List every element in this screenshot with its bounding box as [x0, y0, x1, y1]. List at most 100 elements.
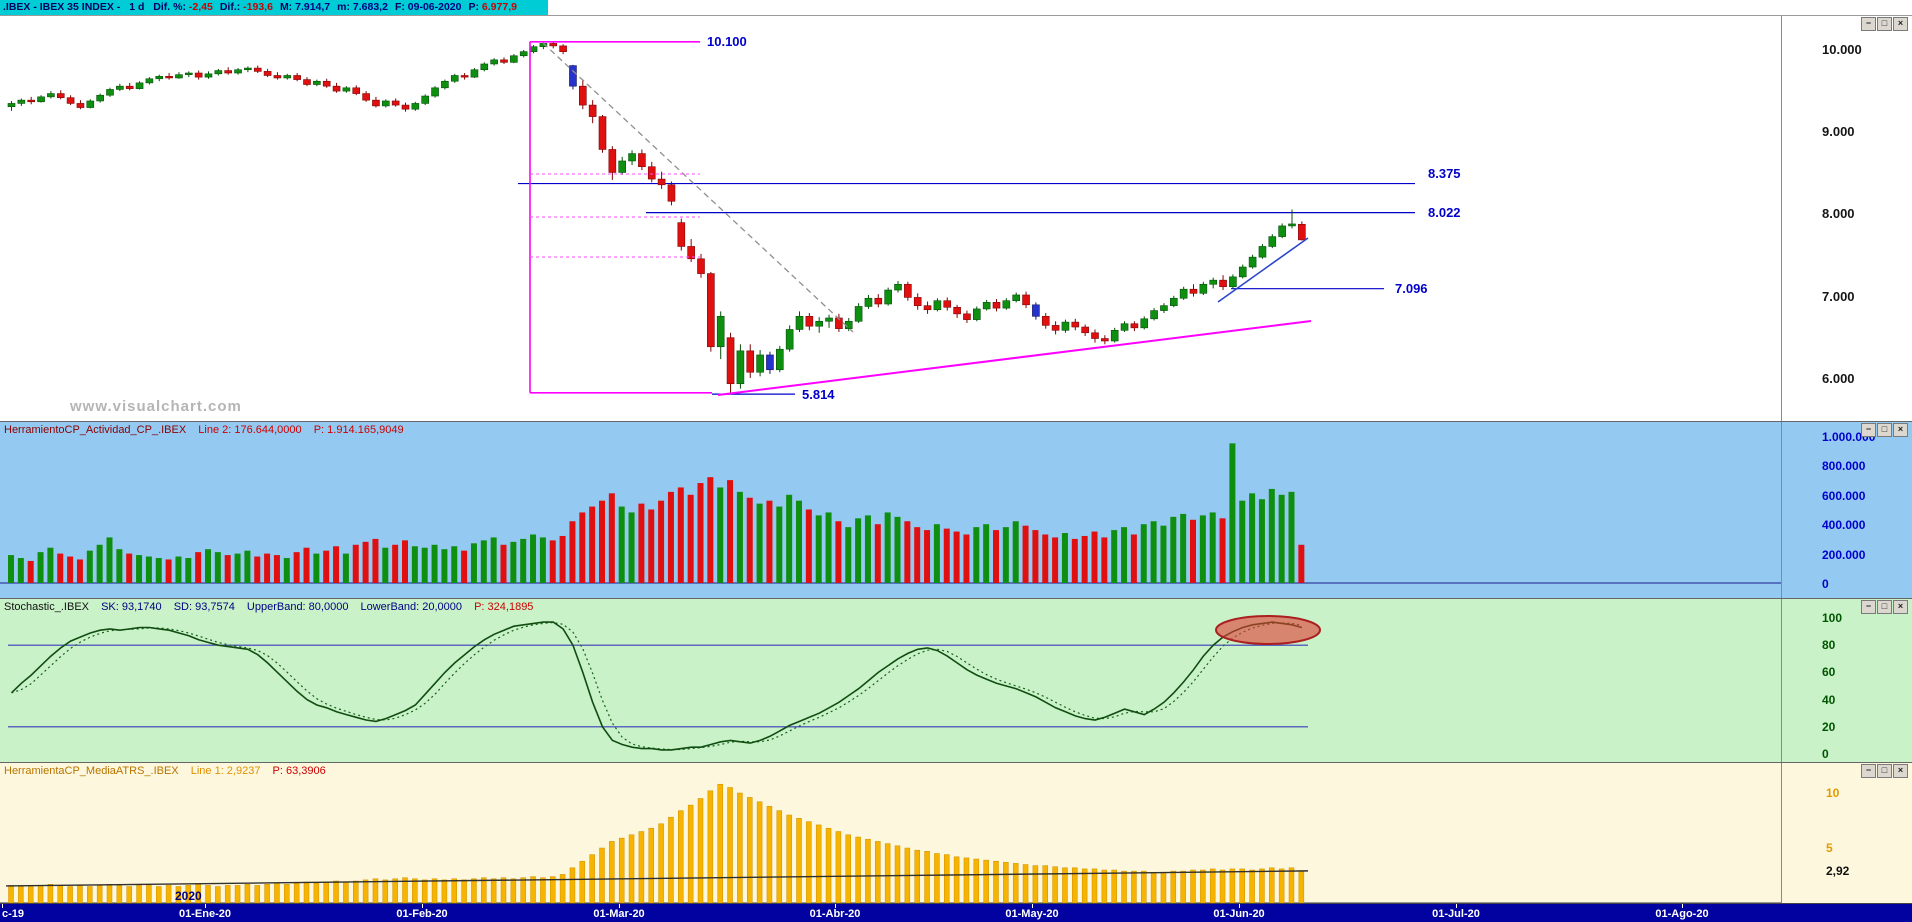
candle: [253, 67, 262, 72]
volume-bar: [924, 530, 931, 583]
maximize-button[interactable]: □: [1877, 17, 1892, 31]
candle: [116, 85, 124, 90]
level-price-label: 8.375: [1428, 166, 1461, 181]
atr-bar: [648, 827, 654, 903]
volume-bar: [914, 527, 921, 583]
candle: [647, 166, 656, 180]
volume-bar: [599, 500, 605, 583]
magenta-uptrend-line[interactable]: [717, 320, 1312, 396]
stochastic-chart-canvas[interactable]: [0, 599, 1781, 762]
time-axis-label: 01-Feb-20: [396, 908, 448, 920]
candle: [185, 72, 193, 75]
candle: [618, 160, 627, 173]
dashed-downtrend-line[interactable]: [542, 42, 854, 333]
price-axis-label: 10.000: [1822, 42, 1862, 57]
activity-p-value: P: 1.914.165,9049: [313, 424, 404, 436]
candle: [1061, 321, 1070, 331]
volume-bar: [303, 547, 310, 583]
time-axis[interactable]: c-19 01-Ene-20 01-Feb-20 01-Mar-20 01-Abr-20…: [0, 903, 1912, 922]
candle: [1130, 323, 1139, 329]
activity-chart-canvas[interactable]: [0, 422, 1781, 598]
stochastic-study-name: Stochastic_.IBEX: [4, 601, 89, 613]
close-button[interactable]: ×: [1893, 764, 1908, 778]
atr-bar: [1111, 869, 1117, 903]
atr-bar: [855, 836, 861, 903]
window-controls: − □ ×: [1861, 600, 1908, 614]
stochastic-axis-label: 0: [1822, 747, 1829, 761]
candle: [1278, 225, 1286, 237]
candle: [500, 59, 508, 63]
candle: [825, 317, 833, 322]
volume-bar: [520, 538, 527, 583]
candle: [628, 153, 636, 162]
candle: [1140, 318, 1149, 329]
atr-bar: [510, 878, 517, 903]
blue-uptrend-line[interactable]: [1217, 237, 1309, 303]
atr-bar: [628, 834, 635, 903]
volume-bar: [145, 556, 152, 583]
volume-bar: [530, 534, 537, 583]
volume-bar: [1022, 525, 1029, 583]
volume-bar: [559, 535, 566, 583]
candle: [421, 95, 430, 104]
time-tick: [2, 904, 3, 908]
candle: [519, 51, 528, 57]
volume-bar: [1239, 500, 1246, 583]
minimize-button[interactable]: −: [1861, 600, 1876, 614]
atr-bar: [451, 878, 457, 903]
volume-bar: [293, 552, 300, 583]
price-chart-canvas[interactable]: [0, 16, 1781, 421]
minimize-button[interactable]: −: [1861, 17, 1876, 31]
price-axis-label: 8.000: [1822, 206, 1855, 222]
red-ellipse-annotation[interactable]: [1215, 615, 1321, 645]
activity-axis-label: 800.000: [1822, 459, 1866, 474]
atr-bar: [254, 885, 260, 903]
candle: [204, 73, 213, 78]
volume-bar: [1032, 530, 1039, 583]
close-button[interactable]: ×: [1893, 600, 1908, 614]
maximize-button[interactable]: □: [1877, 423, 1892, 437]
volume-bar: [1278, 494, 1285, 583]
candle: [588, 104, 597, 117]
candle: [785, 329, 794, 350]
candle: [697, 258, 705, 274]
candle: [1288, 223, 1296, 227]
volume-bar: [1081, 535, 1088, 583]
maximize-button[interactable]: □: [1877, 600, 1892, 614]
atr-bar: [697, 798, 704, 903]
candle: [815, 320, 824, 327]
atr-bar: [146, 885, 152, 903]
activity-study-name: HerramientoCP_Actividad_CP_.IBEX: [4, 424, 187, 436]
atr-bar: [362, 879, 369, 903]
atr-bar: [884, 843, 891, 903]
candle: [1170, 297, 1178, 306]
candle: [1120, 323, 1129, 331]
candle: [1032, 304, 1040, 317]
activity-panel-header: HerramientoCP_Actividad_CP_.IBEX Line 2:…: [4, 424, 413, 436]
volume-bar: [362, 541, 369, 583]
volume-bar: [283, 558, 290, 583]
candle: [874, 297, 883, 305]
volume-bar: [17, 558, 24, 583]
candle: [933, 300, 942, 311]
close-button[interactable]: ×: [1893, 17, 1908, 31]
window-controls: − □ ×: [1861, 423, 1908, 437]
candle: [1150, 310, 1158, 320]
volume-bar: [1298, 544, 1305, 583]
minimize-button[interactable]: −: [1861, 764, 1876, 778]
close-button[interactable]: ×: [1893, 423, 1908, 437]
minimize-button[interactable]: −: [1861, 423, 1876, 437]
volume-bar: [805, 509, 812, 583]
candle: [982, 302, 991, 310]
time-tick: [1456, 904, 1457, 908]
candle: [352, 87, 361, 94]
atr-bar: [313, 882, 320, 903]
atr-bar: [1269, 867, 1275, 903]
candle: [263, 71, 272, 76]
atr-bar: [609, 841, 615, 903]
quote-field: F: 09-06-2020: [394, 1, 462, 13]
maximize-button[interactable]: □: [1877, 764, 1892, 778]
atr-chart-canvas[interactable]: [0, 763, 1781, 903]
candle: [342, 87, 351, 92]
volume-bar: [953, 531, 960, 583]
